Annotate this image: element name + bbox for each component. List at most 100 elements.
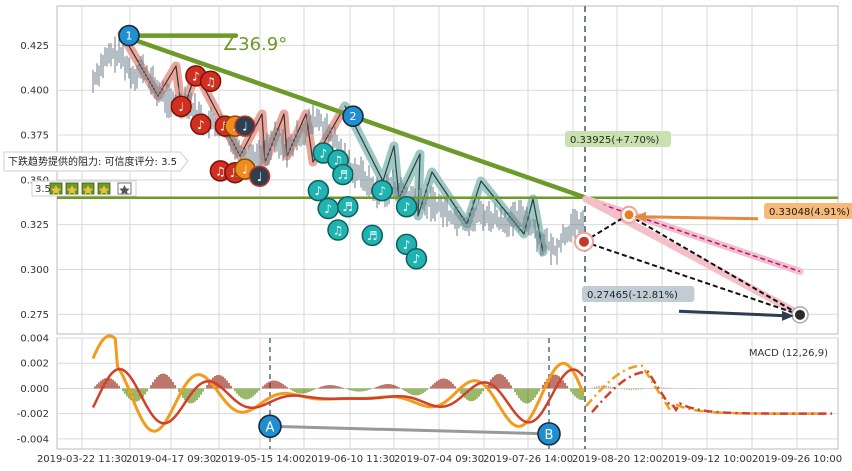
rating-star-shape bbox=[66, 185, 78, 195]
rating-star-shape bbox=[98, 185, 110, 195]
signal-marker: ♩ bbox=[234, 115, 256, 137]
pattern-point-label: 2 bbox=[350, 110, 357, 123]
signal-marker-symbol: ♩ bbox=[242, 120, 248, 134]
xtick-label: 2019-05-15 14:00 bbox=[215, 454, 305, 465]
rating-star-shape bbox=[82, 185, 94, 195]
signal-marker: ♪ bbox=[190, 113, 212, 136]
forecast-label-middle: 0.33048(4.91%) bbox=[764, 203, 852, 219]
signal-marker-circle bbox=[361, 224, 384, 247]
signal-marker-symbol: ♪ bbox=[324, 202, 332, 216]
pattern-point-circle bbox=[342, 105, 364, 128]
xtick-label: 2019-07-26 14:00 bbox=[483, 454, 573, 465]
forecast-lines bbox=[574, 195, 809, 324]
signal-marker-symbol: ♪ bbox=[315, 184, 323, 198]
forecast-line-upper bbox=[585, 198, 801, 273]
signal-marker-symbol: ♬ bbox=[338, 168, 349, 182]
rating-badge: 3.5 bbox=[31, 180, 137, 197]
divergence-point-label: A bbox=[266, 420, 275, 435]
signal-marker-symbol: ♪ bbox=[378, 184, 386, 198]
pattern-point-1: 1 bbox=[118, 24, 140, 47]
price-ytick-label: 0.325 bbox=[20, 220, 49, 231]
forecast-mid-dot bbox=[624, 210, 634, 220]
xtick-label: 2019-08-20 12:00 bbox=[572, 454, 662, 465]
signal-marker-circle bbox=[234, 115, 256, 137]
xtick-label: 2019-09-26 10:00 bbox=[752, 454, 842, 465]
signal-marker-circle bbox=[337, 195, 359, 218]
forecast-arrow-middle bbox=[639, 215, 759, 221]
forecast-label-middle-bg bbox=[764, 203, 852, 219]
signal-marker-symbol: ♬ bbox=[367, 229, 378, 243]
rating-star-shape bbox=[50, 185, 62, 195]
macd-ytick-label: -0.004 bbox=[17, 434, 49, 445]
macd-forecast-line bbox=[585, 364, 827, 415]
signal-marker-circle bbox=[199, 70, 222, 93]
forecast-target-dot bbox=[795, 309, 805, 320]
signal-marker-symbol: ♪ bbox=[319, 146, 327, 160]
forecast-label-lower-text: 0.27465(-12.81%) bbox=[587, 290, 678, 301]
signal-marker-symbol: ♪ bbox=[197, 118, 205, 132]
signal-marker-circle bbox=[332, 163, 354, 186]
signal-marker-symbol: ♪ bbox=[413, 252, 421, 266]
signal-marker-circle bbox=[395, 195, 418, 218]
divergence-point-A: A bbox=[258, 414, 282, 439]
xtick-label: 2019-07-04 09:30 bbox=[394, 454, 484, 465]
forecast-label-lower: 0.27465(-12.81%) bbox=[582, 286, 695, 302]
divergence-point-circle bbox=[537, 422, 561, 446]
signal-marker-symbol: ♪ bbox=[403, 200, 411, 214]
macd-grid: 0.004 0.002 0.000 -0.002 -0.004 2019-03-22 11… bbox=[17, 6, 842, 465]
forecast-label-lower-bg bbox=[582, 286, 695, 302]
signal-marker: ♩ bbox=[248, 165, 271, 188]
macd-signal-forecast-line bbox=[591, 370, 833, 415]
signal-marker-symbol: ♫ bbox=[205, 75, 216, 89]
signal-marker: ♬ bbox=[332, 163, 354, 186]
trendlines: ∠36.9° bbox=[57, 33, 838, 201]
macd-plot: A B MACD (12,26,9) bbox=[91, 334, 833, 446]
signal-marker-symbol: ♬ bbox=[342, 200, 353, 214]
labels: 0.33925(+7.70%) 0.33048(4.91%) 0.27465(-12… bbox=[3, 131, 852, 302]
signal-marker-symbol: ♩ bbox=[178, 100, 184, 114]
xtick-label: 2019-09-12 10:00 bbox=[662, 454, 752, 465]
price-ytick-label: 0.400 bbox=[20, 86, 49, 97]
xtick-label: 2019-03-22 11:30 bbox=[37, 454, 127, 465]
pattern-point-2: 2 bbox=[342, 105, 364, 128]
signal-marker-circle bbox=[190, 113, 212, 136]
signal-marker-circle bbox=[170, 95, 192, 118]
forecast-origin-dot bbox=[579, 236, 589, 247]
signal-marker: ♫ bbox=[199, 70, 222, 93]
divergence-point-label: B bbox=[545, 428, 554, 443]
signal-marker-symbol: ♫ bbox=[215, 164, 226, 178]
signal-marker-symbol: ♩ bbox=[242, 163, 248, 177]
macd-ytick-label: -0.002 bbox=[17, 409, 49, 420]
price-ytick-label: 0.300 bbox=[20, 265, 49, 276]
signal-marker-circle bbox=[248, 165, 271, 188]
xtick-label: 2019-06-10 11:30 bbox=[305, 454, 395, 465]
forecast-label-middle-text: 0.33048(4.91%) bbox=[769, 207, 850, 218]
signal-marker-symbol: ♩ bbox=[257, 170, 263, 184]
signal-marker-symbol: ♪ bbox=[192, 69, 200, 83]
forecast-arrowhead-middle bbox=[634, 211, 646, 222]
resistance-note: 下跌趋势提供的阻力: 可信度评分: 3.5 bbox=[3, 151, 189, 172]
resistance-note-text: 下跌趋势提供的阻力: 可信度评分: 3.5 bbox=[8, 155, 177, 168]
xtick-label: 2019-04-17 09:30 bbox=[126, 454, 216, 465]
signal-marker-symbol: ♪ bbox=[403, 238, 411, 252]
forecast-path-direct bbox=[583, 240, 801, 316]
divergence-point-circle bbox=[258, 414, 282, 439]
forecast-path-lower bbox=[627, 213, 801, 316]
signal-marker: ♪ bbox=[307, 179, 330, 202]
resistance-note-box bbox=[3, 151, 189, 172]
signal-marker-circle bbox=[371, 179, 393, 202]
divergence-point-B: B bbox=[537, 422, 561, 446]
signal-marker-symbol: ♫ bbox=[333, 224, 344, 238]
signal-marker-circle bbox=[307, 179, 330, 202]
price-ytick-label: 0.425 bbox=[20, 41, 49, 52]
signal-markers: ♩♪♫♪♬♩♩♫♬♩♩♪♫♬♪♪♬♫♪♪♬♪♪12 bbox=[118, 24, 428, 270]
forecast-arrow-lower bbox=[678, 309, 789, 318]
forecast-label-upper-bg bbox=[565, 131, 671, 147]
price-ytick-label: 0.375 bbox=[20, 131, 49, 142]
macd-ytick-label: 0.000 bbox=[20, 384, 49, 395]
signal-marker: ♫ bbox=[327, 219, 349, 241]
pattern-point-circle bbox=[118, 24, 140, 47]
angle-label: ∠36.9° bbox=[222, 34, 287, 55]
macd-title: MACD (12,26,9) bbox=[749, 348, 828, 359]
